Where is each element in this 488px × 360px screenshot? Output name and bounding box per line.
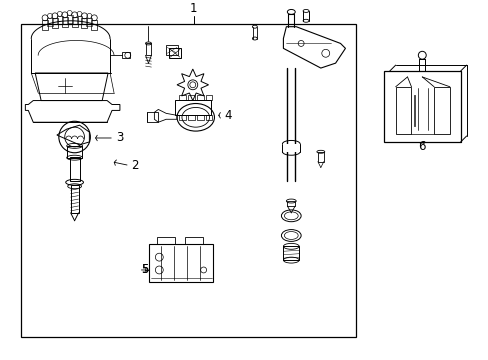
Bar <box>175 100 210 115</box>
Text: 5: 5 <box>141 264 148 276</box>
Bar <box>196 95 203 100</box>
Bar <box>42 20 48 30</box>
Bar <box>77 16 82 24</box>
Bar <box>149 244 213 282</box>
Bar <box>287 201 295 206</box>
Bar <box>66 15 73 23</box>
Bar <box>122 52 129 58</box>
Bar <box>282 144 300 152</box>
Text: 3: 3 <box>116 131 123 144</box>
Text: 5: 5 <box>141 264 148 276</box>
Bar <box>413 95 414 126</box>
Bar <box>187 115 194 120</box>
Bar <box>21 24 356 337</box>
Bar <box>86 18 92 26</box>
Bar <box>317 152 323 162</box>
Text: 2: 2 <box>131 159 138 172</box>
Bar <box>283 246 299 260</box>
Bar <box>52 18 58 28</box>
Bar <box>184 238 202 244</box>
Bar <box>166 45 178 55</box>
Bar <box>81 18 87 28</box>
Bar <box>66 146 82 158</box>
Text: 1: 1 <box>190 3 197 15</box>
Bar <box>71 185 79 213</box>
Bar <box>395 87 410 134</box>
Bar <box>179 95 185 100</box>
Bar <box>61 17 67 27</box>
Bar <box>57 16 62 24</box>
Bar <box>205 95 212 100</box>
Bar <box>196 115 203 120</box>
Bar <box>145 44 151 55</box>
Bar <box>47 18 53 26</box>
Text: 6: 6 <box>418 140 425 153</box>
Bar <box>69 157 80 181</box>
Bar <box>187 95 194 100</box>
Bar <box>157 238 175 244</box>
Bar <box>383 71 460 142</box>
Bar <box>91 20 97 30</box>
Bar <box>72 17 78 27</box>
Bar <box>169 48 181 58</box>
Text: 4: 4 <box>224 109 231 122</box>
Bar <box>205 115 212 120</box>
Bar <box>146 112 158 122</box>
Bar <box>179 115 185 120</box>
Bar <box>433 87 449 134</box>
